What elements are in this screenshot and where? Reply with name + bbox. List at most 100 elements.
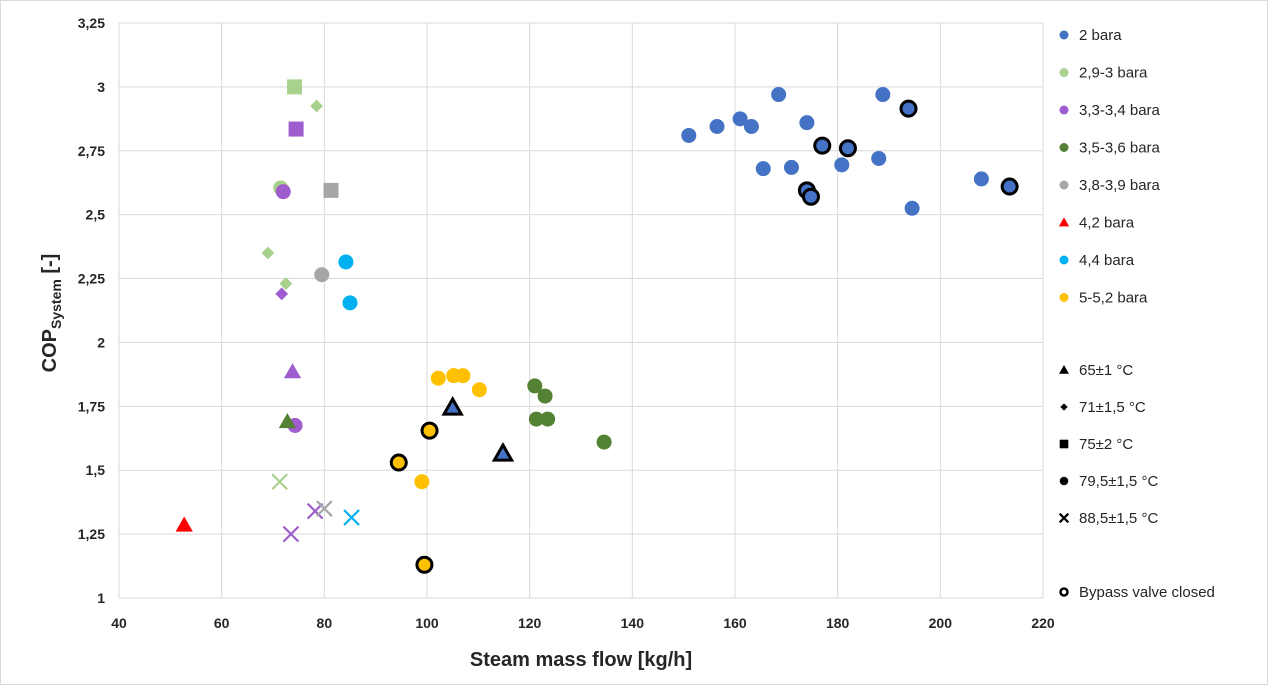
data-point [415,555,434,574]
data-point [420,421,439,440]
legend-label: 3,5-3,6 bara [1079,140,1161,157]
data-point [455,368,471,384]
data-point [537,388,553,404]
data-point [1000,177,1019,196]
data-point [271,473,288,490]
y-tick-label: 2,75 [78,143,105,159]
legend-marker [1059,68,1069,77]
data-point [323,182,339,198]
legend-marker [1059,439,1069,449]
y-axis-title: COPSystem [-] [39,254,64,373]
x-tick-label: 100 [415,615,439,631]
data-point [430,370,446,386]
legend: 2 bara 2,9-3 bara 3,3-3,4 bara 3,5-3,6 bara… [1058,27,1215,601]
legend-label: 2,9-3 bara [1079,65,1148,82]
y-axis-title-suffix: [-] [39,254,61,280]
data-point [414,474,430,490]
legend-marker [1059,255,1069,265]
data-point [283,363,302,379]
data-point [343,509,360,526]
data-point [904,200,920,216]
legend-label: Bypass valve closed [1079,584,1215,601]
x-tick-label: 80 [317,615,333,631]
legend-marker [1059,365,1069,374]
y-tick-label: 1,75 [78,398,105,414]
data-point [288,121,304,137]
data-point [338,254,354,270]
legend-label: 71±1,5 °C [1079,399,1146,416]
y-tick-label: 2,25 [78,271,105,287]
y-tick-label: 3 [97,79,105,95]
x-tick-label: 120 [518,615,542,631]
data-point [314,267,330,283]
data-point [389,453,408,472]
y-tick-label: 1 [97,590,105,606]
y-tick-label: 2,5 [86,207,106,223]
data-point [899,99,918,118]
legend-marker [1059,143,1069,152]
x-tick-label: 180 [826,615,850,631]
data-point [279,277,293,291]
data-point [834,157,850,173]
x-tick-label: 140 [621,615,645,631]
data-point [875,87,891,103]
data-point [732,111,748,127]
data-point [755,161,771,177]
data-point [306,502,324,520]
data-point [799,115,815,131]
data-point [275,287,289,301]
y-tick-label: 1,5 [86,462,106,478]
legend-label: 79,5±1,5 °C [1079,473,1158,490]
legend-marker [1059,293,1069,302]
data-point [528,411,544,427]
legend-marker [1059,30,1069,40]
data-point [282,525,300,543]
legend-marker [1059,105,1069,115]
y-tick-label: 2 [97,334,105,350]
legend-marker [1059,180,1069,190]
x-tick-label: 160 [723,615,747,631]
x-axis-title: Steam mass flow [kg/h] [470,649,692,671]
data-point [709,119,725,134]
data-point [973,171,989,187]
data-point [771,87,787,103]
x-tick-label: 40 [111,615,127,631]
y-tick-label: 3,25 [78,15,105,31]
data-point [278,413,296,429]
tick-labels: 40 60 80 100 120 140 160 180 200 220 1 1,25 1,5 1,75 2… [78,15,1055,631]
data-point [783,159,799,175]
data-point [540,411,556,427]
data-point [801,187,820,206]
data-point [838,139,857,158]
data-point [527,378,543,394]
legend-label: 88,5±1,5 °C [1079,510,1158,527]
data-point [471,382,487,398]
legend-marker [1059,476,1069,486]
data-point [596,434,612,450]
legend-label: 5-5,2 bara [1079,290,1148,307]
data-point [310,99,324,113]
legend-marker [1060,403,1068,411]
data-point [342,295,358,311]
data-point [261,246,275,260]
gridlines [118,22,1044,599]
data-point [441,395,464,416]
y-tick-label: 1,25 [78,526,105,542]
data-point [287,79,303,95]
data-point [491,441,515,462]
legend-label: 4,2 bara [1079,215,1135,232]
legend-marker [1058,512,1070,524]
y-axis-title-main: COP [39,329,61,372]
y-axis-title-subscript: System [48,279,64,329]
legend-label: 3,3-3,4 bara [1079,102,1161,119]
legend-label: 65±1 °C [1079,362,1133,379]
x-tick-label: 220 [1031,615,1055,631]
data-point [813,136,832,155]
legend-label: 3,8-3,9 bara [1079,177,1161,194]
x-tick-label: 60 [214,615,230,631]
data-point [871,150,887,166]
x-tick-label: 200 [929,615,953,631]
legend-label: 4,4 bara [1079,252,1135,269]
